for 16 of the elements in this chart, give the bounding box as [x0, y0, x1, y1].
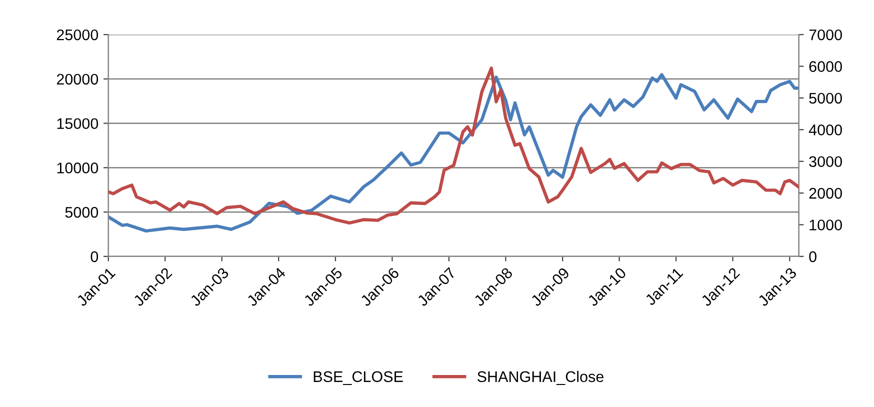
y2-tick-label: 6000 [809, 61, 842, 72]
y2-tick-label: 3000 [809, 156, 842, 168]
y-tick-label: 15000 [57, 118, 98, 130]
legend-label: SHANGHAI_Close [478, 370, 604, 385]
y-tick-label: 10000 [57, 162, 98, 174]
y-tick-label: 20000 [56, 74, 98, 85]
y2-tick-label: 4000 [808, 124, 842, 136]
y2-tick-label: 7000 [809, 29, 842, 40]
y2-tick-label: 2000 [809, 188, 842, 199]
y2-tick-label: 1000 [810, 220, 842, 230]
y2-tick-label: 0 [809, 251, 816, 262]
legend-label: BSE_CLOSE [314, 371, 403, 385]
y-tick-label: 25000 [56, 29, 98, 40]
y-tick-label: 0 [90, 251, 98, 262]
y2-tick-label: 5000 [809, 92, 842, 104]
y-tick-label: 5000 [65, 206, 98, 218]
